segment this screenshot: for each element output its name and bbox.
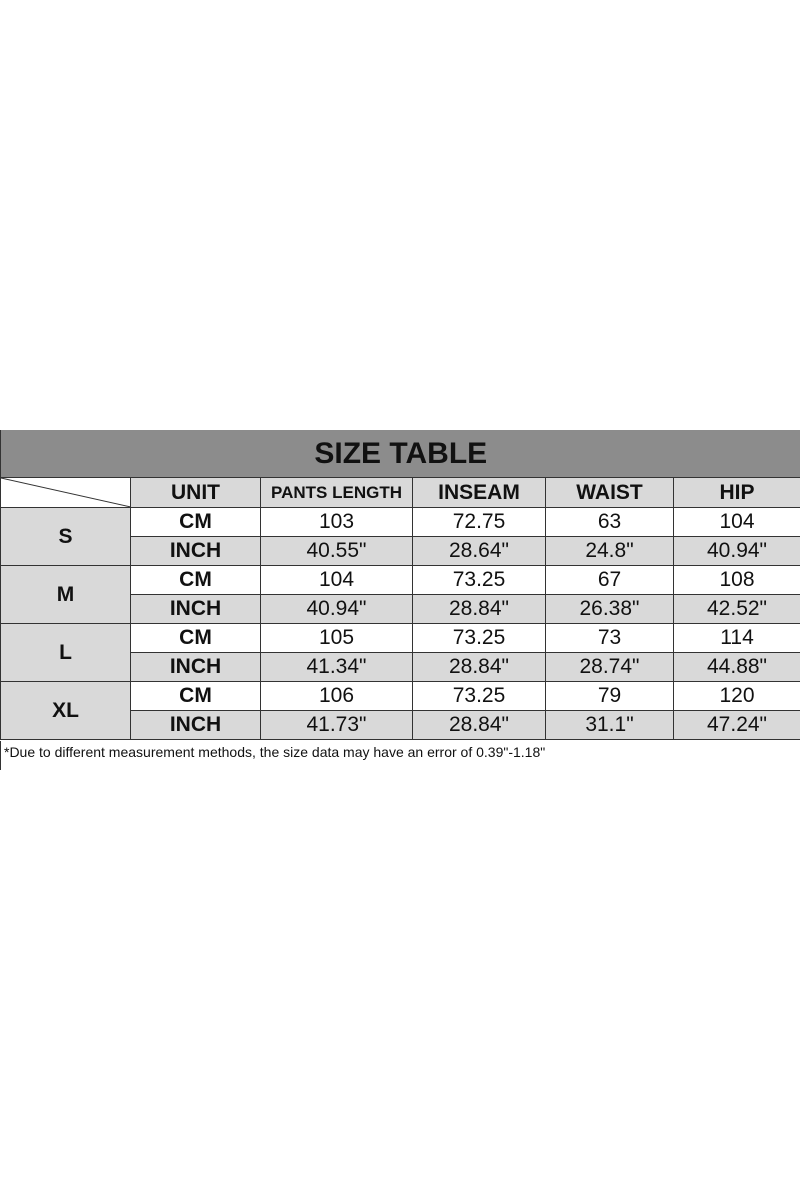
value-cell: 104: [260, 565, 413, 595]
value-cell: 28.84": [412, 652, 546, 682]
value-cell: 28.74": [545, 652, 674, 682]
table-row: S CM 103 72.75 63 104: [0, 507, 800, 566]
value-cell: 26.38": [545, 594, 674, 624]
table-title: SIZE TABLE: [0, 430, 800, 478]
table-row: M CM 104 73.25 67 108: [0, 565, 800, 624]
unit-cell: INCH: [130, 710, 261, 740]
value-cell: 105: [260, 623, 413, 653]
unit-cell: CM: [130, 565, 261, 595]
column-header: WAIST: [545, 477, 674, 508]
value-cell: 47.24": [672, 710, 800, 740]
size-table: SIZE TABLE UNIT PANTS LENGTH INSEAM WAIS…: [0, 430, 800, 740]
value-cell: 41.34": [260, 652, 413, 682]
value-cell: 44.88": [672, 652, 800, 682]
value-cell: 79: [545, 681, 674, 711]
value-cell: 42.52": [672, 594, 800, 624]
value-cell: 67: [545, 565, 674, 595]
table-row: INCH 41.34" 28.84" 28.74" 44.88": [1, 652, 800, 682]
value-cell: 108: [672, 565, 800, 595]
column-header: UNIT: [130, 477, 261, 508]
size-label: M: [0, 565, 131, 624]
value-cell: 106: [260, 681, 413, 711]
unit-cell: INCH: [130, 652, 261, 682]
unit-cell: CM: [130, 507, 261, 537]
size-label: XL: [0, 681, 131, 740]
table-row: XL CM 106 73.25 79 120: [0, 681, 800, 740]
diagonal-corner-cell: [0, 477, 131, 508]
header-row: UNIT PANTS LENGTH INSEAM WAIST HIP: [0, 477, 800, 508]
column-header: PANTS LENGTH: [260, 477, 413, 508]
value-cell: 28.64": [412, 536, 546, 566]
size-label: S: [0, 507, 131, 566]
value-cell: 104: [672, 507, 800, 537]
table-row: INCH 40.55" 28.64" 24.8" 40.94": [1, 536, 800, 566]
table-row: INCH 40.94" 28.84" 26.38" 42.52": [1, 594, 800, 624]
value-cell: 73.25: [412, 565, 546, 595]
unit-cell: INCH: [130, 594, 261, 624]
value-cell: 114: [672, 623, 800, 653]
value-cell: 28.84": [412, 594, 546, 624]
value-cell: 63: [545, 507, 674, 537]
unit-cell: CM: [130, 623, 261, 653]
value-cell: 24.8": [545, 536, 674, 566]
value-cell: 41.73": [260, 710, 413, 740]
column-header: INSEAM: [412, 477, 546, 508]
value-cell: 28.84": [412, 710, 546, 740]
value-cell: 73.25: [412, 681, 546, 711]
column-header: HIP: [672, 477, 800, 508]
value-cell: 40.94": [260, 594, 413, 624]
footnote: *Due to different measurement methods, t…: [0, 741, 800, 770]
size-label: L: [0, 623, 131, 682]
value-cell: 120: [672, 681, 800, 711]
value-cell: 72.75: [412, 507, 546, 537]
value-cell: 40.55": [260, 536, 413, 566]
value-cell: 40.94": [672, 536, 800, 566]
unit-cell: INCH: [130, 536, 261, 566]
value-cell: 73.25: [412, 623, 546, 653]
value-cell: 73: [545, 623, 674, 653]
value-cell: 31.1": [545, 710, 674, 740]
table-row: L CM 105 73.25 73 114: [0, 623, 800, 682]
unit-cell: CM: [130, 681, 261, 711]
value-cell: 103: [260, 507, 413, 537]
table-row: INCH 41.73" 28.84" 31.1" 47.24": [1, 710, 800, 740]
